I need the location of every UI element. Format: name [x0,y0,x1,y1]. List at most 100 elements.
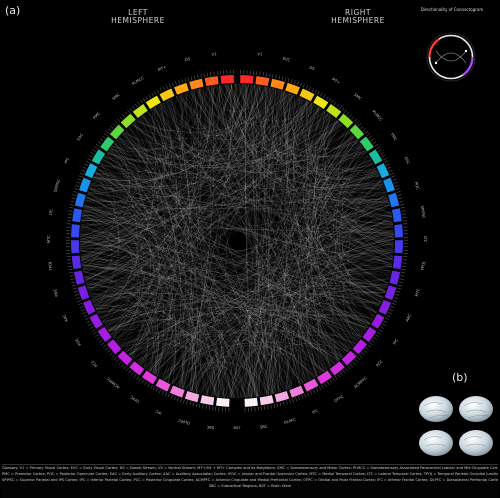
connection-chord [102,299,374,323]
segment-tick [290,79,293,84]
connection-chord [106,153,160,358]
segment-tick [215,406,217,411]
segment-tick [285,77,287,82]
region-segment [89,313,103,329]
connection-chord [101,161,177,384]
connection-chord [283,117,335,389]
connection-chord [93,304,219,397]
segment-tick [79,306,84,308]
connection-chord [139,222,394,365]
connection-chord [95,92,288,309]
connection-chord [81,92,187,220]
connection-chord [93,89,281,189]
segment-tick [161,391,164,395]
segment-tick [329,379,333,384]
connection-chord [79,141,130,238]
region-segment [155,378,171,392]
connection-chord [102,307,368,328]
connection-chord [121,342,244,398]
connection-chord [191,236,394,392]
segment-tick [72,284,76,287]
segment-tick [383,158,387,161]
segment-tick [343,109,347,113]
connection-chord [336,144,375,318]
segment-tick [328,98,332,102]
connection-chord [227,84,394,225]
connection-chord [93,256,394,306]
connection-chord [277,159,372,391]
connection-chord [92,86,210,303]
region-label-right: MTC [414,288,421,297]
segment-tick [69,275,74,277]
connection-chord [143,114,246,398]
connection-chord [96,104,316,311]
connection-chord [132,123,394,252]
connection-chord [97,84,245,315]
segment-tick [136,376,140,380]
connection-chord [189,91,394,246]
connection-chord [80,250,270,395]
segment-tick [91,329,96,332]
connection-chord [128,94,184,355]
connection-chord [123,90,193,144]
connection-chord [83,150,130,209]
connection-chord [87,84,220,290]
segment-tick [205,405,207,410]
segment-tick [332,377,336,382]
connection-chord [124,252,394,351]
connection-chord [107,147,364,188]
region-segment [79,177,91,193]
segment-tick [119,116,123,120]
connection-chord [130,125,351,161]
segment-tick [67,217,72,219]
connection-chord [121,118,336,348]
connection-chord [91,290,221,398]
connection-chord [95,172,165,377]
connection-chord [85,94,294,282]
connection-chord [199,88,394,235]
connection-chord [147,278,388,371]
segment-tick [393,181,398,184]
connection-chord [314,114,367,331]
segment-tick [147,383,150,387]
connection-chord [226,84,344,358]
connection-chord [125,294,382,353]
connection-chord [290,192,387,389]
segment-tick [397,287,402,290]
segment-tick [395,294,400,296]
region-label-left: AAC [61,313,69,323]
connection-chord [249,139,358,398]
connection-chord [298,96,394,253]
segment-ticks [66,70,408,412]
connection-chord [171,98,341,360]
connection-chord [108,149,301,385]
region-segment [145,95,161,110]
connection-chord [100,163,392,272]
segment-tick [400,204,405,206]
connection-chord [93,122,148,182]
connection-chord [230,84,392,213]
segment-tick [345,367,349,372]
connection-chord [102,159,384,299]
connection-chord [80,200,389,244]
connection-chord [79,241,370,326]
connection-chord [82,126,157,214]
segment-tick [151,92,154,97]
segment-tick [92,149,97,152]
connection-chord [95,83,238,187]
region-segment [316,370,333,385]
connection-chord [83,207,332,367]
connection-chord [87,289,311,380]
connection-chord [148,143,361,371]
region-segment [376,163,390,179]
connection-chord [85,283,208,396]
connection-chord [272,88,349,163]
connection-chord [153,306,371,375]
connection-chord [149,144,362,372]
connection-chord [81,216,304,384]
connection-chord [287,93,362,338]
connection-chord [205,87,389,283]
connection-chord [80,101,309,229]
segment-tick [366,133,370,136]
connection-chord [329,223,394,352]
